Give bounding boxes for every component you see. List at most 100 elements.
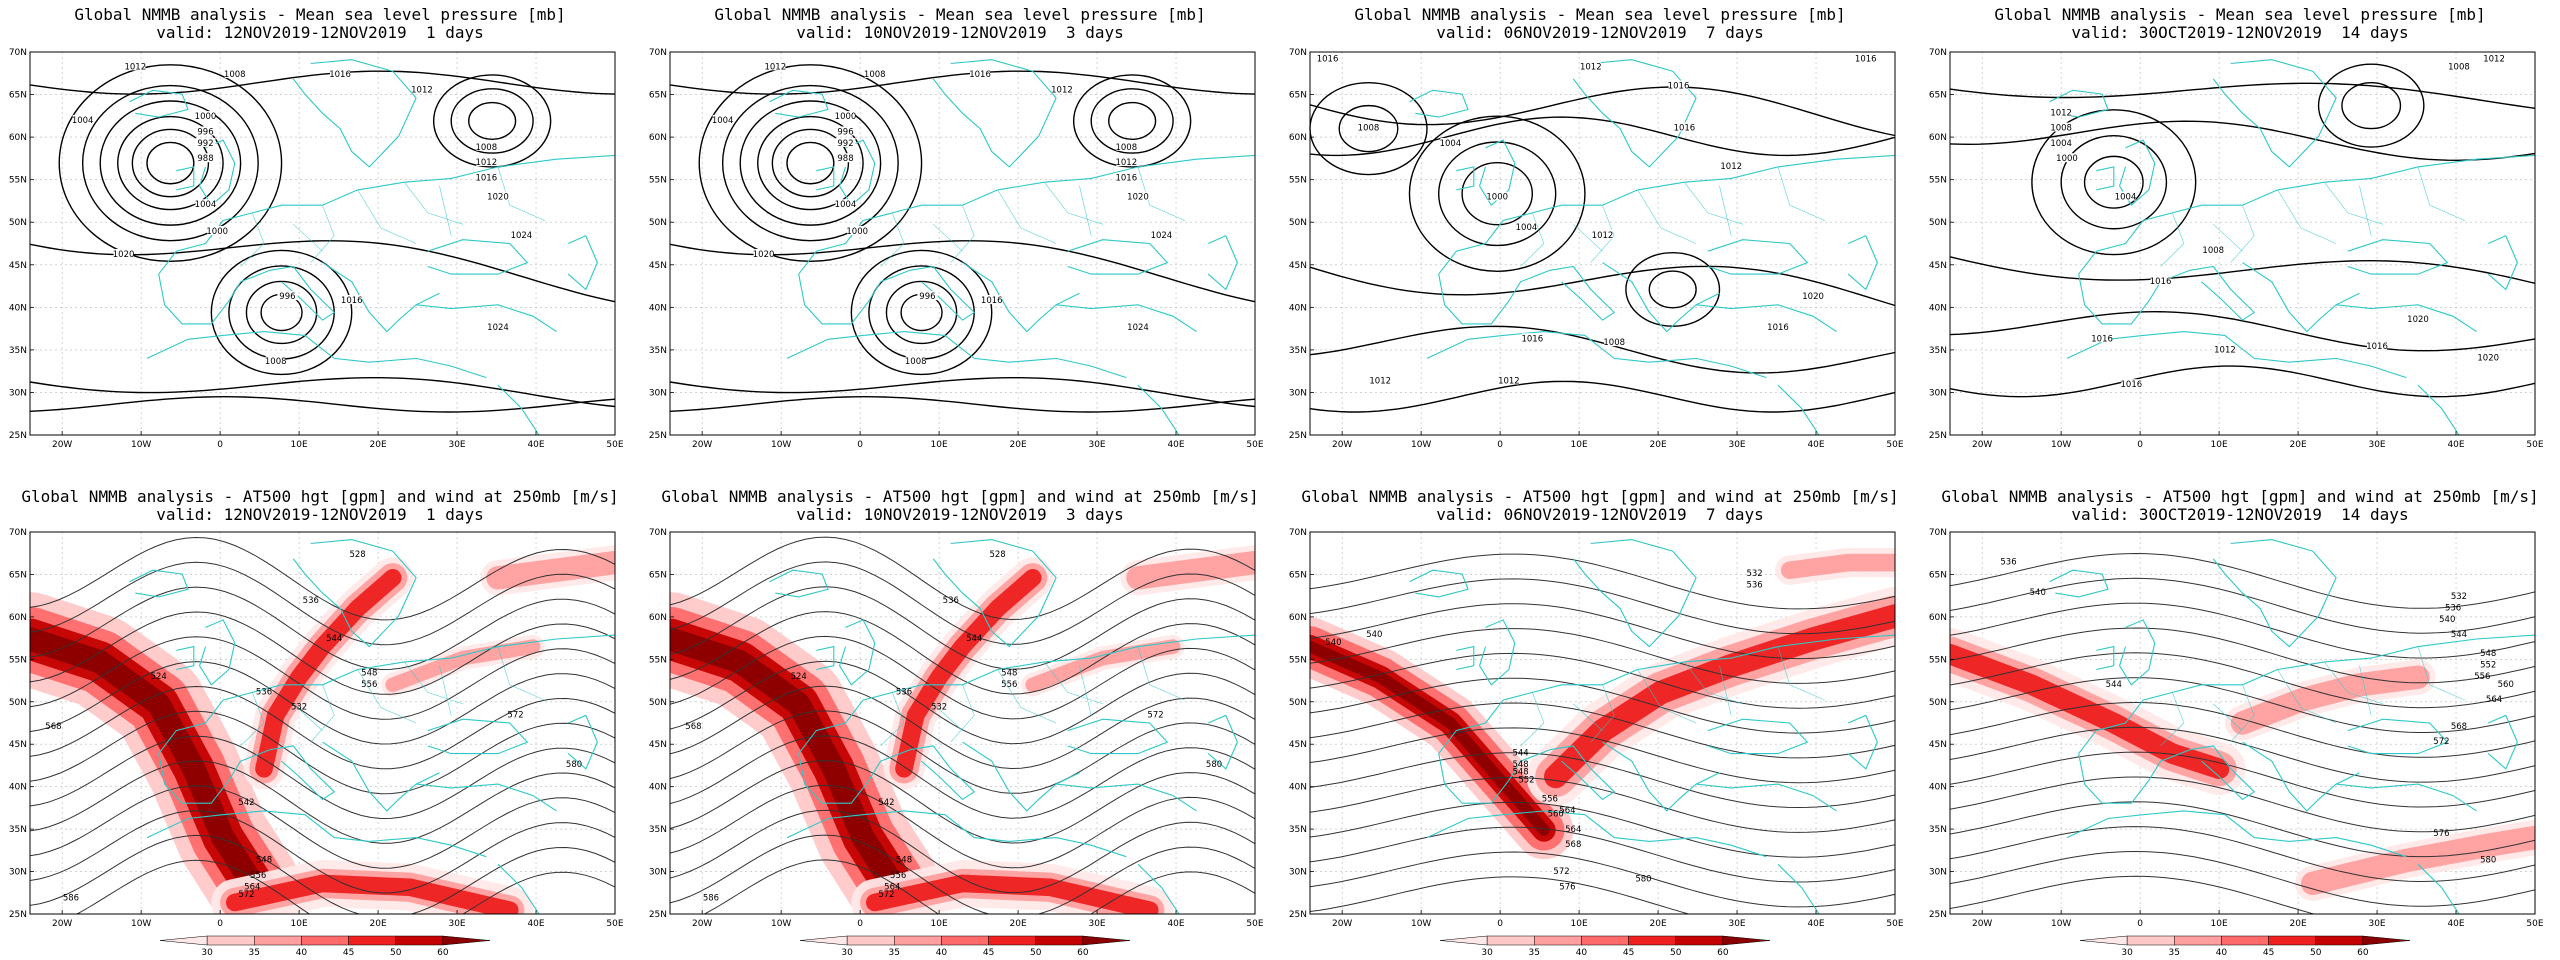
height-label: 556: [361, 680, 377, 690]
height-label: 548: [1001, 668, 1017, 678]
lat-tick-label: 30N: [9, 868, 27, 878]
isobar-label: 1000: [206, 227, 228, 237]
height-label: 528: [989, 550, 1005, 560]
colorbar-segment: [1534, 935, 1582, 946]
label-backdrop: [2150, 275, 2171, 285]
lat-tick-label: 45N: [1929, 261, 1947, 271]
isobar-label: 1008: [864, 70, 886, 80]
isobar-label: 1004: [1516, 223, 1538, 233]
lat-tick-label: 60N: [1929, 613, 1947, 623]
isobar-label: 1012: [1720, 162, 1742, 172]
isobar-label: 1016: [1115, 173, 1137, 183]
lat-tick-label: 50N: [1289, 218, 1307, 228]
height-contour: [1950, 627, 2535, 684]
height-label: 572: [878, 890, 894, 900]
wind-band: [255, 569, 402, 778]
height-label: 548: [2480, 649, 2496, 659]
height-label: 564: [2486, 695, 2502, 705]
colorbar-segment: [988, 935, 1036, 946]
coastline: [2417, 863, 2460, 915]
lat-tick-label: 60N: [1929, 133, 1947, 143]
coastline: [1207, 714, 1238, 770]
height-label: 544: [1512, 749, 1528, 759]
mslp-panel-4: Global NMMB analysis - Mean sea level pr…: [1920, 0, 2560, 480]
panel-valid: valid: 06NOV2019-12NOV2019 7 days: [1436, 23, 1764, 42]
height-contour: [670, 834, 1255, 914]
label-backdrop: [113, 248, 134, 258]
lon-tick-label: 0: [2137, 919, 2143, 929]
isobar-label: 1020: [1127, 193, 1149, 203]
isobar-label: 1012: [1592, 231, 1614, 241]
colorbar-tick-label: 50: [1030, 948, 1042, 958]
lon-tick-label: 20E: [2290, 919, 2307, 929]
height-contour: [30, 561, 615, 646]
lon-tick-label: 50E: [606, 919, 623, 929]
lat-tick-label: 30N: [1929, 868, 1947, 878]
isobar: [1625, 251, 1721, 327]
coastline: [1707, 718, 1809, 755]
colorbar-tick-label: 30: [2121, 948, 2133, 958]
coastline: [2049, 569, 2109, 598]
lon-tick-label: 30E: [1088, 919, 1105, 929]
lon-tick-label: 50E: [1886, 919, 1903, 929]
height-contour: [703, 859, 1255, 914]
lon-tick-label: 40E: [2447, 919, 2464, 929]
lon-tick-label: 10W: [771, 919, 791, 929]
isobar-label: 1008: [2202, 246, 2224, 256]
colorbar-segment: [941, 935, 989, 946]
lon-tick-label: 40E: [1167, 440, 1184, 450]
isobar-label: 996: [919, 292, 935, 302]
isobar-label: 1000: [835, 112, 857, 122]
isobar-label: 1012: [1369, 376, 1391, 386]
hgt-panel-4: Global NMMB analysis - AT500 hgt [gpm] a…: [1920, 480, 2560, 960]
isobar-label: 1000: [2056, 154, 2078, 164]
coastline: [2242, 262, 2360, 333]
lon-tick-label: 10E: [2211, 440, 2228, 450]
height-contour: [1310, 727, 1895, 784]
height-label: 536: [2000, 558, 2016, 568]
colorbar-segment: [2221, 935, 2269, 946]
height-contours: [670, 536, 1255, 914]
lon-tick-label: 20E: [370, 440, 387, 450]
lon-tick-label: 0: [857, 919, 863, 929]
lat-tick-label: 30N: [649, 868, 667, 878]
isobar-label: 1020: [1802, 292, 1824, 302]
isobar: [1309, 86, 1896, 137]
isobar-label: 996: [279, 292, 295, 302]
isobar: [1309, 380, 1896, 413]
coastlines: [2049, 539, 2536, 915]
height-label: 536: [256, 687, 272, 697]
colorbar-segment: [1722, 935, 1771, 946]
lat-tick-label: 60N: [1289, 613, 1307, 623]
isobar: [210, 249, 353, 376]
isobar-label: 988: [197, 154, 213, 164]
coastline: [129, 569, 189, 598]
lat-tick-label: 50N: [1289, 698, 1307, 708]
country-border: [2230, 205, 2255, 263]
lat-tick-label: 45N: [649, 740, 667, 750]
height-label: 564: [244, 882, 260, 892]
label-backdrop: [1855, 53, 1876, 63]
colorbar-segment: [1035, 935, 1084, 946]
height-contour: [1950, 701, 2535, 758]
coastline: [416, 304, 557, 333]
label-backdrop: [905, 356, 926, 366]
lat-tick-label: 65N: [1289, 570, 1307, 580]
label-backdrop: [265, 356, 286, 366]
coastline: [839, 139, 876, 207]
country-border: [2324, 182, 2383, 225]
hgt-map: 528 536 544 524 536 532 548 556 572 580 568 542 548 5…: [9, 528, 624, 958]
label-backdrop: [1440, 137, 1461, 147]
lat-tick-label: 60N: [649, 613, 667, 623]
height-contour: [1950, 826, 2535, 883]
label-backdrop: [1116, 172, 1137, 182]
isobar-label: 1008: [1358, 124, 1380, 134]
height-contour: [1310, 851, 1895, 908]
isobar: [900, 293, 943, 332]
isobar-labels: 1012 1008 1004 1000 996 992 988 1016 1020 1024 101…: [712, 61, 1172, 367]
graticule: [1950, 52, 2536, 435]
country-border: [240, 212, 265, 267]
lat-tick-label: 25N: [1929, 910, 1947, 920]
isobar: [1949, 120, 2536, 162]
lon-tick-label: 30E: [2368, 440, 2385, 450]
